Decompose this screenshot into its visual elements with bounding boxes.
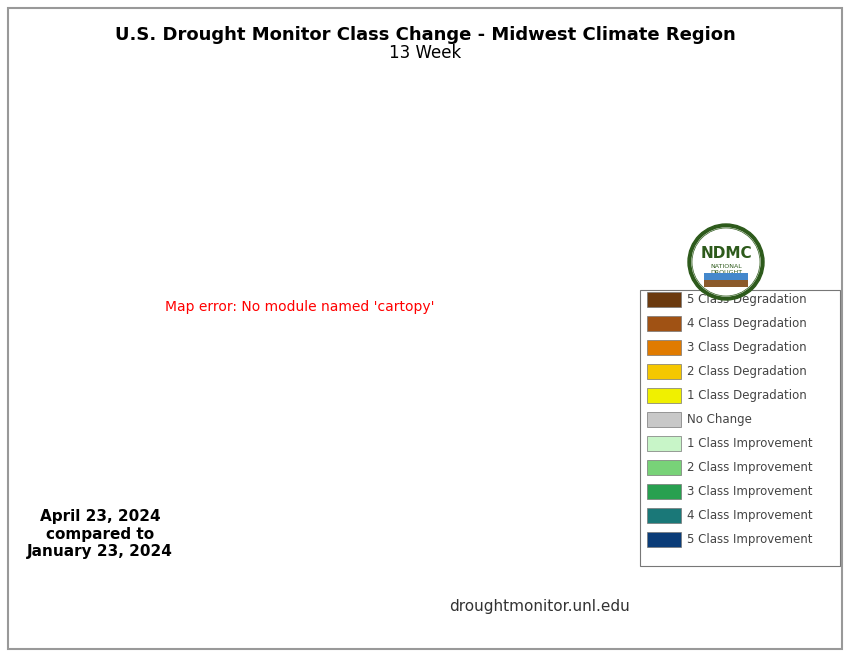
Bar — [647, 460, 681, 475]
Bar — [647, 532, 681, 547]
Bar — [647, 484, 681, 499]
Bar — [704, 273, 748, 280]
Text: Map error: No module named 'cartopy': Map error: No module named 'cartopy' — [165, 300, 434, 314]
Bar — [647, 340, 681, 355]
Bar — [647, 364, 681, 379]
Bar — [640, 290, 840, 566]
Bar — [647, 292, 681, 307]
Text: NDMC: NDMC — [700, 246, 751, 261]
Bar — [647, 508, 681, 523]
Text: 5 Class Degradation: 5 Class Degradation — [687, 294, 807, 307]
Text: April 23, 2024
compared to
January 23, 2024: April 23, 2024 compared to January 23, 2… — [27, 509, 173, 559]
Text: 3 Class Degradation: 3 Class Degradation — [687, 342, 807, 355]
Text: No Change: No Change — [687, 413, 752, 426]
Text: 3 Class Improvement: 3 Class Improvement — [687, 486, 813, 499]
Text: 2 Class Degradation: 2 Class Degradation — [687, 365, 807, 378]
Text: 4 Class Improvement: 4 Class Improvement — [687, 509, 813, 522]
Text: 5 Class Improvement: 5 Class Improvement — [687, 533, 813, 547]
Bar — [647, 412, 681, 427]
Text: U.S. Drought Monitor Class Change - Midwest Climate Region: U.S. Drought Monitor Class Change - Midw… — [115, 26, 735, 44]
Text: 13 Week: 13 Week — [388, 44, 461, 62]
Bar — [704, 280, 748, 287]
Bar — [647, 436, 681, 451]
Text: 4 Class Degradation: 4 Class Degradation — [687, 317, 807, 330]
Circle shape — [688, 224, 764, 300]
Text: 2 Class Improvement: 2 Class Improvement — [687, 461, 813, 474]
Text: NATIONAL: NATIONAL — [710, 263, 742, 269]
Text: 1 Class Degradation: 1 Class Degradation — [687, 390, 807, 403]
Bar — [647, 316, 681, 331]
Bar — [647, 388, 681, 403]
Text: droughtmonitor.unl.edu: droughtmonitor.unl.edu — [450, 599, 631, 614]
Text: 1 Class Improvement: 1 Class Improvement — [687, 438, 813, 451]
Text: MITIGATION: MITIGATION — [707, 275, 745, 281]
Text: DROUGHT: DROUGHT — [710, 269, 742, 275]
Circle shape — [692, 228, 760, 296]
Text: CENTER: CENTER — [713, 281, 739, 286]
